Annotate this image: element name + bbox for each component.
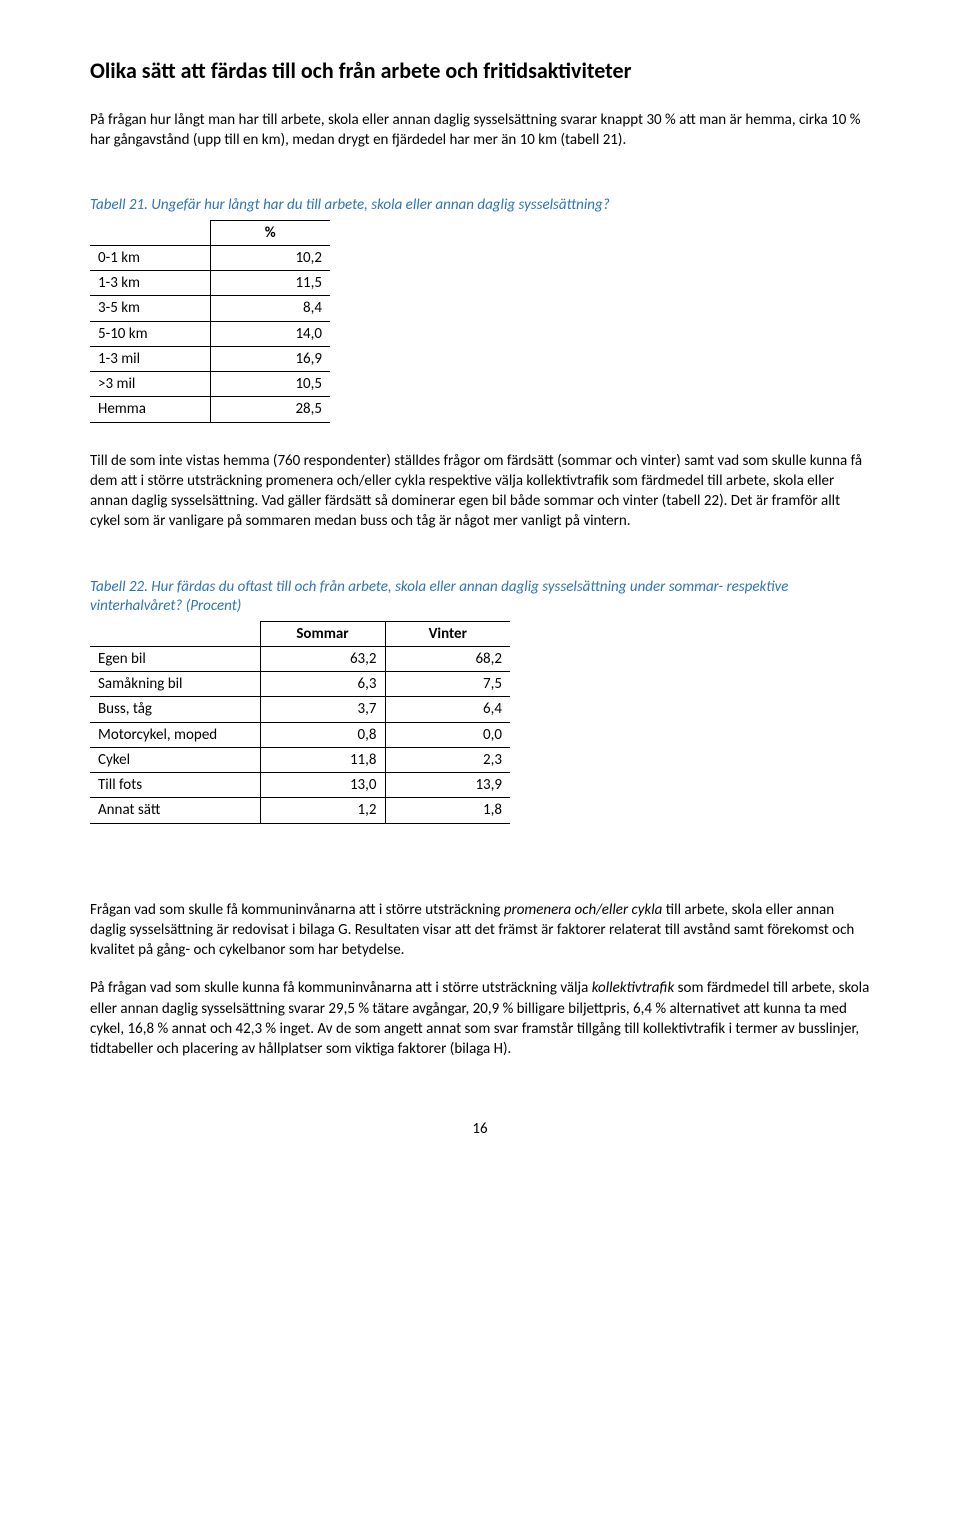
t22-r6-s: 1,2 [260, 798, 385, 823]
t22-r3-v: 0,0 [385, 722, 510, 747]
t21-r1-label: 1-3 km [90, 271, 210, 296]
table-row: Egen bil63,268,2 [90, 646, 510, 671]
t21-r3-val: 14,0 [210, 321, 330, 346]
table22-caption: Tabell 22. Hur färdas du oftast till och… [90, 578, 870, 617]
t21-r4-val: 16,9 [210, 346, 330, 371]
page-number: 16 [90, 1119, 870, 1139]
table21-blank-header [90, 220, 210, 245]
table-row: Annat sätt1,21,8 [90, 798, 510, 823]
t21-r0-val: 10,2 [210, 245, 330, 270]
t22-r6-v: 1,8 [385, 798, 510, 823]
t21-r2-val: 8,4 [210, 296, 330, 321]
t22-r4-s: 11,8 [260, 747, 385, 772]
t22-r0-l: Egen bil [90, 646, 260, 671]
table-row: 1-3 km11,5 [90, 271, 330, 296]
t21-r0-label: 0-1 km [90, 245, 210, 270]
page-heading: Olika sätt att färdas till och från arbe… [90, 56, 870, 86]
table-row: 0-1 km10,2 [90, 245, 330, 270]
table21-caption: Tabell 21. Ungefär hur långt har du till… [90, 196, 870, 216]
t22-col1-header: Sommar [260, 621, 385, 646]
paragraph-4: På frågan vad som skulle kunna få kommun… [90, 978, 870, 1059]
t22-r5-l: Till fots [90, 773, 260, 798]
table-21: % 0-1 km10,2 1-3 km11,5 3-5 km8,4 5-10 k… [90, 220, 330, 423]
table-row: Cykel11,82,3 [90, 747, 510, 772]
t21-r1-val: 11,5 [210, 271, 330, 296]
t22-r1-l: Samåkning bil [90, 672, 260, 697]
t21-r6-label: Hemma [90, 397, 210, 422]
t22-r0-s: 63,2 [260, 646, 385, 671]
table-row: Till fots13,013,9 [90, 773, 510, 798]
t21-r5-val: 10,5 [210, 372, 330, 397]
t22-r2-v: 6,4 [385, 697, 510, 722]
t22-blank-header [90, 621, 260, 646]
t21-r4-label: 1-3 mil [90, 346, 210, 371]
paragraph-2: Till de som inte vistas hemma (760 respo… [90, 451, 870, 532]
table21-pct-header: % [210, 220, 330, 245]
table-row: 5-10 km14,0 [90, 321, 330, 346]
t22-r5-v: 13,9 [385, 773, 510, 798]
table-row: 1-3 mil16,9 [90, 346, 330, 371]
t21-r6-val: 28,5 [210, 397, 330, 422]
t21-r3-label: 5-10 km [90, 321, 210, 346]
t22-r3-l: Motorcykel, moped [90, 722, 260, 747]
t22-r1-s: 6,3 [260, 672, 385, 697]
paragraph-3: Frågan vad som skulle få kommuninvånarna… [90, 900, 870, 961]
t22-r3-s: 0,8 [260, 722, 385, 747]
table-row: 3-5 km8,4 [90, 296, 330, 321]
t22-r2-s: 3,7 [260, 697, 385, 722]
t21-r5-label: >3 mil [90, 372, 210, 397]
t22-r5-s: 13,0 [260, 773, 385, 798]
t22-col2-header: Vinter [385, 621, 510, 646]
t22-r1-v: 7,5 [385, 672, 510, 697]
intro-paragraph: På frågan hur långt man har till arbete,… [90, 110, 870, 151]
table-row: >3 mil10,5 [90, 372, 330, 397]
table-row: Motorcykel, moped0,80,0 [90, 722, 510, 747]
t21-r2-label: 3-5 km [90, 296, 210, 321]
table-22: Sommar Vinter Egen bil63,268,2 Samåkning… [90, 621, 510, 824]
t22-r4-l: Cykel [90, 747, 260, 772]
table-row: Buss, tåg3,76,4 [90, 697, 510, 722]
t22-r4-v: 2,3 [385, 747, 510, 772]
table-row: Hemma28,5 [90, 397, 330, 422]
t22-r6-l: Annat sätt [90, 798, 260, 823]
table-row: Samåkning bil6,37,5 [90, 672, 510, 697]
t22-r2-l: Buss, tåg [90, 697, 260, 722]
t22-r0-v: 68,2 [385, 646, 510, 671]
